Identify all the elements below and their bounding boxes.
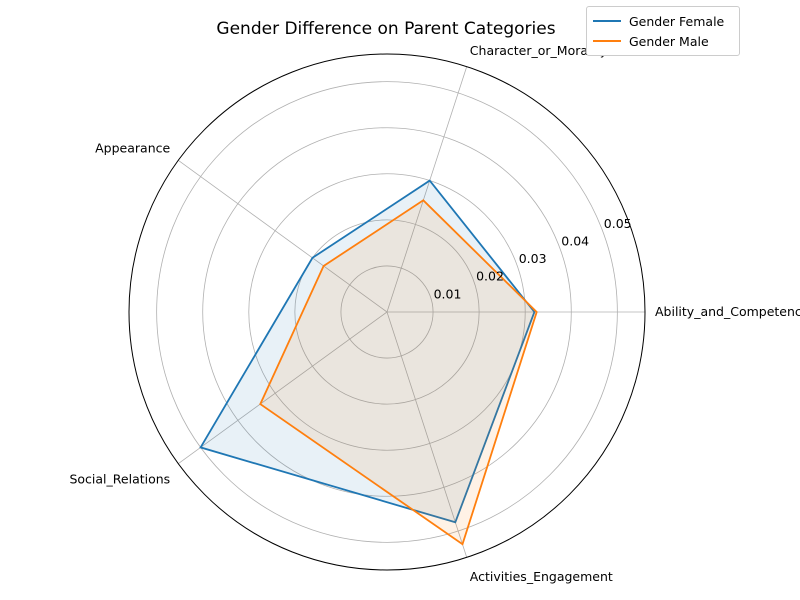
series-fill-0 [200,180,535,523]
legend: Gender Female Gender Male [586,6,740,56]
category-label: Social_Relations [69,472,170,487]
radar-grid [128,53,646,571]
polar-frame [128,53,646,571]
grid-spoke [178,311,388,464]
legend-label-male: Gender Male [629,33,709,49]
category-label: Ability_and_Competence [655,304,800,319]
series-fill-1 [260,200,537,545]
radial-tick-label: 0.01 [434,286,462,301]
series-line-0 [199,179,536,524]
grid-spoke [386,311,468,558]
grid-spoke [178,160,388,313]
legend-label-female: Gender Female [629,13,725,29]
radial-tick-label: 0.05 [604,216,632,231]
legend-line-female [593,20,621,22]
radar-series [199,179,538,546]
legend-item-female: Gender Female [593,11,733,31]
radial-tick-label: 0.04 [561,234,589,249]
legend-line-male [593,40,621,42]
category-label: Appearance [95,141,170,156]
category-label: Activities_Engagement [470,569,613,584]
radial-tick-label: 0.03 [519,251,547,266]
radial-tick-label: 0.02 [476,269,504,284]
chart-title: Gender Difference on Parent Categories [216,19,555,39]
grid-spoke [386,66,468,313]
radar-labels: 0.01 0.02 0.03 0.04 0.05 Ability_and_Competen… [69,43,800,584]
legend-item-male: Gender Male [593,31,733,51]
series-line-1 [259,199,538,546]
category-label: Character_or_Morality [470,43,608,58]
